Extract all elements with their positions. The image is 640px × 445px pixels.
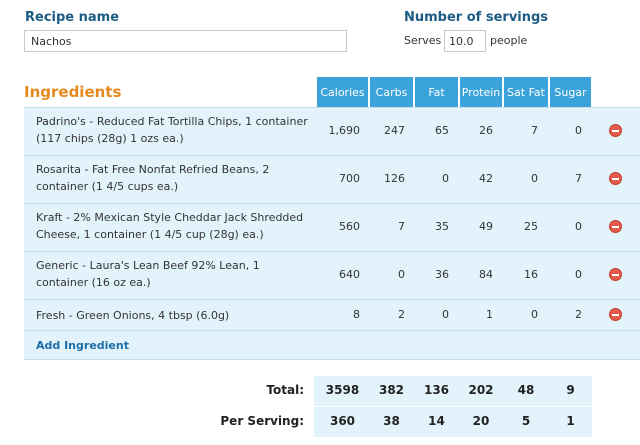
servings-label: Number of servings xyxy=(404,10,549,25)
ingredient-name: Rosarita - Fat Free Nonfat Refried Beans… xyxy=(36,161,321,195)
cell-fat: 65 xyxy=(435,124,449,137)
cell-sat-fat: 0 xyxy=(531,308,538,321)
cell-sugar: 0 xyxy=(575,268,582,281)
total-sat-fat: 48 xyxy=(517,383,535,397)
cell-sat-fat: 16 xyxy=(524,268,538,281)
cell-sugar: 2 xyxy=(575,308,582,321)
ingredient-name: Fresh - Green Onions, 4 tbsp (6.0g) xyxy=(36,307,321,324)
cell-sugar: 7 xyxy=(575,172,582,185)
total-sugar: 9 xyxy=(566,383,575,397)
ingredient-name-line2: container (16 oz ea.) xyxy=(36,276,151,289)
row-divider xyxy=(24,203,640,204)
per-serving-carbs: 38 xyxy=(383,414,400,428)
cell-calories: 8 xyxy=(353,308,360,321)
add-ingredient-link[interactable]: Add Ingredient xyxy=(36,339,129,352)
per-serving-sat-fat: 5 xyxy=(521,414,531,428)
ingredient-name: Kraft - 2% Mexican Style Cheddar Jack Sh… xyxy=(36,209,321,243)
cell-sat-fat: 0 xyxy=(531,172,538,185)
cell-sat-fat: 7 xyxy=(531,124,538,137)
total-row-background xyxy=(314,376,592,406)
delete-ingredient-icon[interactable] xyxy=(609,268,622,281)
cell-carbs: 126 xyxy=(384,172,405,185)
per-serving-label: Per Serving: xyxy=(220,414,304,428)
cell-protein: 84 xyxy=(479,268,493,281)
column-header-carbs: Carbs xyxy=(370,77,413,107)
recipe-name-input[interactable] xyxy=(24,30,347,52)
cell-sat-fat: 25 xyxy=(524,220,538,233)
column-header-sat-fat: Sat Fat xyxy=(504,77,548,107)
cell-protein: 49 xyxy=(479,220,493,233)
cell-calories: 640 xyxy=(339,268,360,281)
per-serving-protein: 20 xyxy=(472,414,490,428)
row-divider xyxy=(24,330,640,331)
total-fat: 136 xyxy=(423,383,450,397)
row-divider xyxy=(24,155,640,156)
total-label: Total: xyxy=(266,383,304,397)
cell-sugar: 0 xyxy=(575,124,582,137)
cell-fat: 36 xyxy=(435,268,449,281)
cell-protein: 26 xyxy=(479,124,493,137)
recipe-name-label: Recipe name xyxy=(25,10,120,25)
cell-calories: 1,690 xyxy=(328,124,361,137)
ingredient-name: Padrino's - Reduced Fat Tortilla Chips, … xyxy=(36,113,321,147)
total-protein: 202 xyxy=(468,383,494,397)
ingredient-name: Generic - Laura's Lean Beef 92% Lean, 1 … xyxy=(36,257,321,291)
cell-carbs: 2 xyxy=(398,308,405,321)
row-divider xyxy=(24,299,640,300)
serves-text: Serves xyxy=(404,34,442,47)
column-header-sugar: Sugar xyxy=(550,77,591,107)
cell-fat: 0 xyxy=(442,308,449,321)
ingredients-table-background xyxy=(24,107,640,360)
cell-calories: 560 xyxy=(339,220,360,233)
ingredient-name-line1: Rosarita - Fat Free Nonfat Refried Beans… xyxy=(36,163,270,176)
ingredient-name-line2: container (1 4/5 cups ea.) xyxy=(36,180,179,193)
per-serving-row-background xyxy=(314,407,592,437)
cell-fat: 35 xyxy=(435,220,449,233)
ingredient-name-line1: Generic - Laura's Lean Beef 92% Lean, 1 xyxy=(36,259,260,272)
delete-ingredient-icon[interactable] xyxy=(609,124,622,137)
total-carbs: 382 xyxy=(378,383,405,397)
ingredients-title: Ingredients xyxy=(24,83,122,101)
cell-protein: 42 xyxy=(479,172,493,185)
row-divider xyxy=(24,251,640,252)
column-header-fat: Fat xyxy=(415,77,458,107)
cell-sugar: 0 xyxy=(575,220,582,233)
per-serving-calories: 360 xyxy=(329,414,356,428)
cell-calories: 700 xyxy=(339,172,360,185)
column-header-calories: Calories xyxy=(317,77,368,107)
ingredient-name-line1: Padrino's - Reduced Fat Tortilla Chips, … xyxy=(36,115,308,128)
cell-carbs: 7 xyxy=(398,220,405,233)
total-calories: 3598 xyxy=(325,383,360,397)
row-divider xyxy=(24,107,640,108)
delete-ingredient-icon[interactable] xyxy=(609,172,622,185)
cell-fat: 0 xyxy=(442,172,449,185)
column-header-protein: Protein xyxy=(460,77,502,107)
delete-ingredient-icon[interactable] xyxy=(609,308,622,321)
ingredient-name-line1: Fresh - Green Onions, 4 tbsp (6.0g) xyxy=(36,309,230,322)
ingredient-name-line2: Cheese, 1 container (1 4/5 cup (28g) ea.… xyxy=(36,228,264,241)
per-serving-sugar: 1 xyxy=(566,414,575,428)
ingredient-name-line1: Kraft - 2% Mexican Style Cheddar Jack Sh… xyxy=(36,211,304,224)
delete-ingredient-icon[interactable] xyxy=(609,220,622,233)
per-serving-fat: 14 xyxy=(428,414,445,428)
servings-input[interactable] xyxy=(444,30,486,52)
people-text: people xyxy=(490,34,528,47)
cell-carbs: 0 xyxy=(398,268,405,281)
cell-carbs: 247 xyxy=(384,124,405,137)
ingredient-name-line2: (117 chips (28g) 1 ozs ea.) xyxy=(36,132,184,145)
cell-protein: 1 xyxy=(486,308,493,321)
row-divider xyxy=(24,359,640,360)
